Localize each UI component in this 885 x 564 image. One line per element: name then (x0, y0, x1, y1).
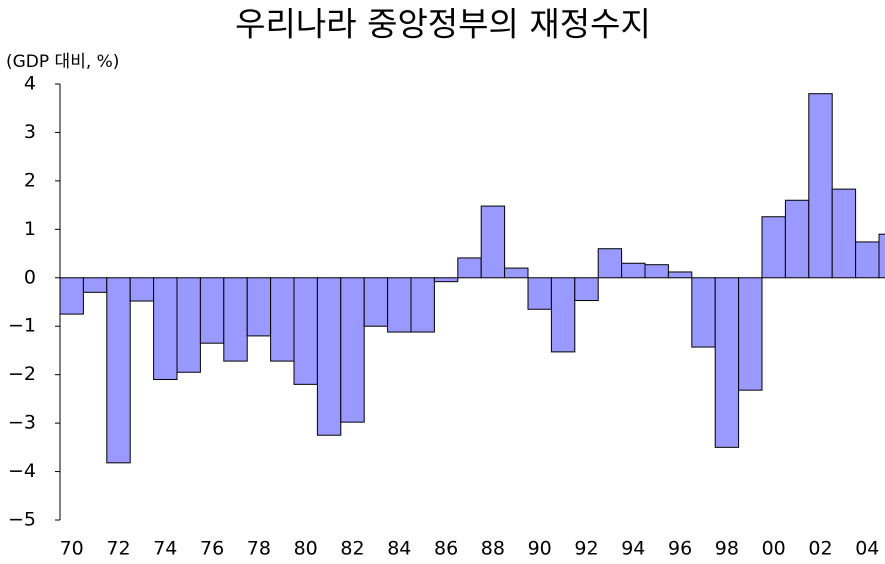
bar (410, 277, 435, 333)
y-tick-label: 1 (24, 218, 36, 240)
y-tick-label: −4 (8, 460, 36, 482)
bar (738, 277, 763, 391)
bar (363, 277, 389, 327)
x-tick-label: 72 (106, 538, 130, 560)
bar (855, 241, 880, 279)
x-tick-label: 88 (481, 538, 505, 560)
bar (176, 277, 201, 373)
chart-title: 우리나라 중앙정부의 재정수지 (235, 5, 651, 44)
bar (808, 93, 833, 279)
bar (316, 277, 342, 436)
bar (784, 199, 810, 279)
bar (691, 277, 716, 348)
x-tick-label: 00 (762, 538, 786, 560)
x-tick-label: 84 (387, 538, 411, 560)
bar (223, 277, 248, 362)
y-tick-label: 3 (24, 121, 36, 143)
bar (550, 277, 576, 353)
bar (480, 205, 506, 279)
y-axis-label: (GDP 대비, %) (6, 52, 119, 72)
x-tick-label: 76 (200, 538, 224, 560)
y-tick-label: 2 (24, 169, 36, 191)
bar (597, 248, 623, 279)
x-tick-label: 04 (855, 538, 879, 560)
x-tick-label: 02 (808, 538, 832, 560)
bar (387, 277, 412, 333)
x-tick-label: 78 (247, 538, 271, 560)
bar (246, 277, 272, 337)
y-tick-label: −3 (8, 412, 36, 434)
x-tick-label: 74 (153, 538, 177, 560)
x-tick-label: 94 (621, 538, 645, 560)
x-tick-label: 80 (294, 538, 318, 560)
bar (761, 216, 786, 279)
x-tick-label: 98 (715, 538, 739, 560)
bar (878, 233, 885, 279)
x-tick-label: 96 (668, 538, 692, 560)
bar (106, 277, 131, 464)
x-tick-label: 82 (340, 538, 364, 560)
bar (831, 188, 857, 279)
bar (667, 271, 693, 279)
y-tick-label: 0 (24, 266, 36, 288)
bar (433, 277, 459, 283)
bar (293, 277, 318, 385)
bar (153, 277, 178, 381)
x-tick-label: 90 (528, 538, 552, 560)
bar (457, 257, 482, 279)
bar (644, 264, 669, 279)
y-tick-label: 4 (24, 73, 36, 95)
y-tick-label: −5 (8, 509, 36, 531)
bar (714, 277, 740, 448)
bar (340, 277, 365, 423)
x-tick-label: 92 (574, 538, 598, 560)
y-tick-label: −2 (8, 363, 36, 385)
bar (621, 262, 646, 279)
bar (504, 267, 529, 279)
x-tick-label: 86 (434, 538, 458, 560)
bar (129, 277, 155, 302)
bar (59, 277, 84, 315)
x-tick-label: 70 (60, 538, 84, 560)
bar (82, 277, 108, 293)
bar (527, 277, 552, 310)
bar (270, 277, 295, 362)
y-tick-label: −1 (8, 315, 36, 337)
bar (199, 277, 225, 344)
bar (574, 277, 599, 302)
